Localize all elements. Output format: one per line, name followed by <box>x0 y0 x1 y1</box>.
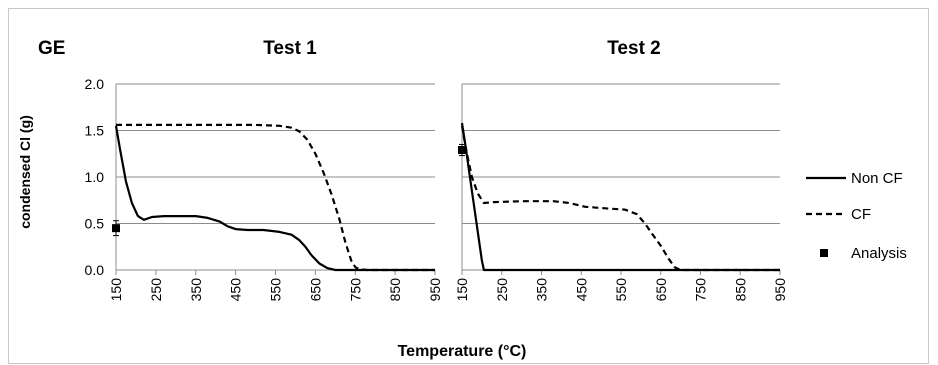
y-tick-label: 1.0 <box>85 169 105 185</box>
series-cf-line <box>116 123 435 272</box>
x-tick-label: 550 <box>268 278 284 302</box>
x-tick-label: 950 <box>772 278 788 302</box>
series-non-cf-line <box>460 122 780 272</box>
x-tick-label: 850 <box>732 278 748 302</box>
x-tick-label: 550 <box>613 278 629 302</box>
legend-label: CF <box>851 206 871 223</box>
x-tick-label: 850 <box>387 278 403 302</box>
x-tick-label: 150 <box>454 278 470 302</box>
y-tick-label: 0.5 <box>85 216 105 232</box>
series-cf-line <box>460 125 780 272</box>
x-tick-label: 650 <box>653 278 669 302</box>
analysis-point <box>112 224 120 233</box>
y-tick-label: 2.0 <box>85 76 105 92</box>
legend-label: Analysis <box>851 245 907 262</box>
y-tick-label: 1.5 <box>85 123 105 139</box>
x-axis-label: Temperature (°C) <box>398 343 527 360</box>
panel-2-title: Test 2 <box>607 38 661 59</box>
x-tick-label: 150 <box>108 278 124 302</box>
chart-label: GE <box>38 38 65 59</box>
x-tick-label: 350 <box>534 278 550 302</box>
chart-frame <box>8 8 929 364</box>
x-tick-label: 350 <box>188 278 204 302</box>
y-tick-label: 0.0 <box>85 262 105 278</box>
analysis-point <box>458 146 466 155</box>
x-tick-label: 450 <box>573 278 589 302</box>
x-tick-label: 750 <box>693 278 709 302</box>
x-tick-label: 650 <box>307 278 323 302</box>
x-tick-label: 750 <box>347 278 363 302</box>
legend-label: Non CF <box>851 170 903 187</box>
x-tick-label: 950 <box>427 278 443 302</box>
y-axis-label: condensed Cl (g) <box>17 115 33 229</box>
x-tick-label: 450 <box>228 278 244 302</box>
series-non-cf-line <box>114 125 435 272</box>
panel-1-title: Test 1 <box>263 38 317 59</box>
x-tick-label: 250 <box>494 278 510 302</box>
x-tick-label: 250 <box>148 278 164 302</box>
legend-marker-analysis <box>820 249 828 257</box>
